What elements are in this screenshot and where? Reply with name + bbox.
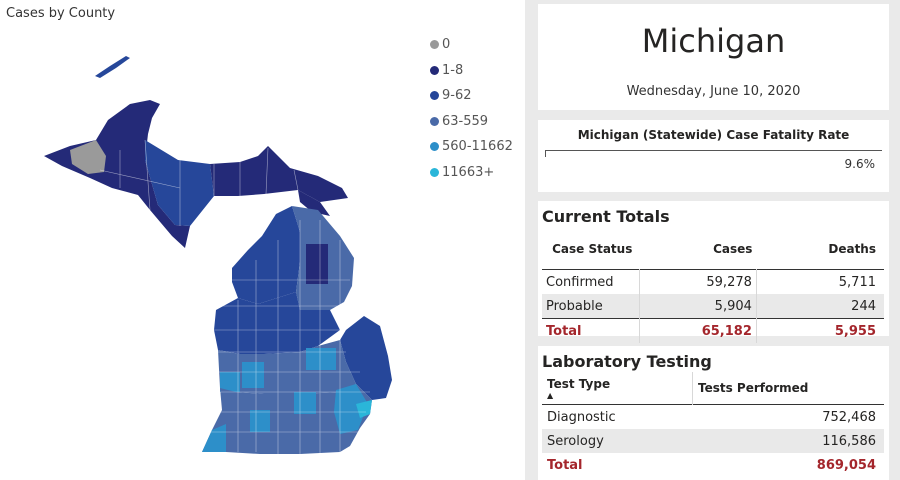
legend-item-0[interactable]: 0 bbox=[430, 32, 513, 58]
case-status-cell: Confirmed bbox=[546, 274, 614, 290]
case-fatality-rate-value: 9.6% bbox=[844, 157, 876, 171]
case-status-cell: Probable bbox=[546, 298, 603, 314]
map-title: Cases by County bbox=[6, 6, 116, 21]
case-fatality-rate-panel: Michigan (Statewide) Case Fatality Rate … bbox=[538, 120, 889, 192]
cases-by-county-map-panel: Cases by County bbox=[0, 0, 525, 480]
map-region-county-cyan bbox=[356, 400, 372, 418]
sort-ascending-icon[interactable]: ▲ bbox=[547, 390, 554, 400]
map-region-lp-north-west bbox=[232, 206, 300, 304]
legend-label: 1-8 bbox=[442, 62, 464, 78]
map-region-county-blue-2 bbox=[306, 348, 336, 370]
table-row[interactable]: Confirmed 59,278 5,711 bbox=[542, 269, 884, 294]
map-region-county-blue-1 bbox=[242, 362, 264, 388]
legend-label: 11663+ bbox=[442, 164, 495, 180]
legend-dot-icon bbox=[430, 91, 439, 101]
map-county-borders bbox=[99, 139, 370, 454]
cfr-divider bbox=[545, 150, 882, 151]
legend-label: 0 bbox=[442, 37, 451, 53]
deaths-cell: 5,711 bbox=[755, 269, 884, 294]
column-header-test-type[interactable]: Test Type ▲ bbox=[542, 372, 693, 405]
total-deaths-cell: 5,955 bbox=[755, 318, 884, 343]
map-legend: 0 1-8 9-62 63-559 560-11662 11663+ bbox=[430, 32, 513, 185]
current-totals-title: Current Totals bbox=[542, 207, 670, 226]
legend-dot-icon bbox=[430, 116, 439, 126]
map-region-county-blue-6 bbox=[294, 392, 316, 414]
legend-label: 9-62 bbox=[442, 88, 472, 104]
current-totals-panel: Current Totals Case Status Cases Deaths … bbox=[538, 201, 889, 343]
map-region-thumb bbox=[340, 316, 392, 400]
test-type-cell: Diagnostic bbox=[547, 409, 616, 425]
deaths-cell: 244 bbox=[755, 294, 884, 319]
map-region-lp-mid bbox=[214, 292, 340, 354]
column-header-test-type-label: Test Type bbox=[547, 376, 611, 391]
total-label-cell: Total bbox=[542, 318, 640, 343]
tests-performed-cell: 752,468 bbox=[822, 409, 876, 425]
legend-item-3[interactable]: 63-559 bbox=[430, 109, 513, 135]
table-row[interactable]: Probable 5,904 244 bbox=[542, 294, 884, 319]
state-header-panel: Michigan Wednesday, June 10, 2020 bbox=[538, 4, 889, 110]
total-label-cell: Total bbox=[547, 457, 583, 473]
current-totals-table: Case Status Cases Deaths Confirmed 59,27… bbox=[542, 229, 884, 343]
table-row[interactable]: Serology 116,586 bbox=[542, 429, 884, 453]
tests-performed-cell: 116,586 bbox=[822, 433, 876, 449]
map-region-up-tip bbox=[298, 190, 330, 216]
report-date: Wednesday, June 10, 2020 bbox=[626, 84, 801, 99]
legend-item-2[interactable]: 9-62 bbox=[430, 83, 513, 109]
column-header-cases[interactable]: Cases bbox=[713, 242, 753, 256]
case-fatality-rate-label: Michigan (Statewide) Case Fatality Rate bbox=[577, 128, 850, 142]
map-region-county-blue-4 bbox=[202, 424, 226, 452]
table-total-row: Total 869,054 bbox=[542, 453, 884, 477]
laboratory-testing-table: Test Type ▲ Tests Performed Diagnostic 7… bbox=[542, 372, 884, 477]
legend-label: 560-11662 bbox=[442, 139, 513, 155]
legend-dot-icon bbox=[430, 65, 439, 75]
legend-label: 63-559 bbox=[442, 113, 489, 129]
legend-dot-icon bbox=[430, 142, 439, 152]
map-region-up-gray bbox=[70, 140, 106, 174]
map-region-isle-royale bbox=[95, 56, 130, 78]
map-region-lower-peninsula bbox=[202, 206, 392, 454]
table-row[interactable]: Diagnostic 752,468 bbox=[542, 405, 884, 430]
laboratory-testing-panel: Laboratory Testing Test Type ▲ Tests Per… bbox=[538, 346, 889, 480]
laboratory-testing-title: Laboratory Testing bbox=[542, 352, 712, 371]
column-header-case-status[interactable]: Case Status bbox=[552, 242, 633, 256]
map-region-county-dark-1 bbox=[306, 244, 328, 284]
map-region-county-blue-3 bbox=[220, 372, 240, 392]
map-region-up-central bbox=[145, 140, 214, 226]
map-region-county-blue-7 bbox=[334, 384, 368, 434]
michigan-county-map[interactable] bbox=[0, 0, 525, 480]
map-region-lp-south bbox=[202, 384, 372, 454]
legend-item-4[interactable]: 560-11662 bbox=[430, 134, 513, 160]
legend-item-5[interactable]: 11663+ bbox=[430, 160, 513, 186]
test-type-cell: Serology bbox=[547, 433, 604, 449]
cases-cell: 59,278 bbox=[638, 269, 757, 294]
table-total-row: Total 65,182 5,955 bbox=[542, 318, 884, 343]
legend-dot-icon bbox=[430, 40, 439, 50]
legend-item-1[interactable]: 1-8 bbox=[430, 58, 513, 84]
total-tests-cell: 869,054 bbox=[816, 457, 876, 473]
column-header-tests-performed[interactable]: Tests Performed bbox=[692, 372, 884, 405]
cfr-divider-tick bbox=[545, 150, 546, 157]
state-name-title: Michigan bbox=[641, 22, 786, 60]
map-region-up-east bbox=[210, 146, 348, 202]
column-header-deaths[interactable]: Deaths bbox=[828, 242, 876, 256]
total-cases-cell: 65,182 bbox=[638, 318, 757, 343]
map-region-county-blue-5 bbox=[250, 410, 270, 432]
legend-dot-icon bbox=[430, 167, 439, 177]
cases-cell: 5,904 bbox=[638, 294, 757, 319]
